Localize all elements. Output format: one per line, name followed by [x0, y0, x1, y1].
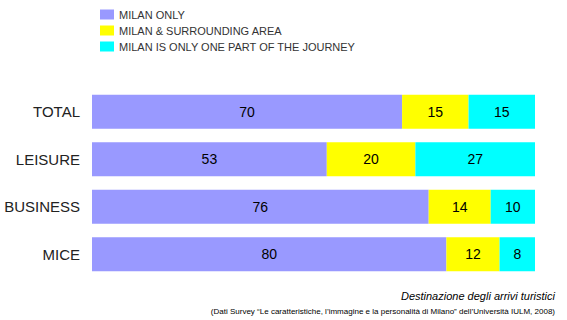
svg-text:80: 80	[261, 246, 277, 262]
svg-text:8: 8	[513, 246, 521, 262]
svg-text:MILAN ONLY: MILAN ONLY	[119, 9, 185, 21]
svg-text:TOTAL: TOTAL	[33, 103, 80, 120]
svg-text:LEISURE: LEISURE	[16, 151, 80, 168]
svg-text:27: 27	[467, 151, 483, 167]
svg-text:MILAN IS ONLY ONE PART OF THE: MILAN IS ONLY ONE PART OF THE JOURNEY	[119, 41, 356, 53]
svg-text:MICE: MICE	[43, 246, 81, 263]
svg-text:MILAN & SURROUNDING AREA: MILAN & SURROUNDING AREA	[119, 25, 282, 37]
svg-text:(Dati Survey “Le caratteristic: (Dati Survey “Le caratteristiche, l’imma…	[211, 307, 555, 316]
svg-text:Destinazione degli arrivi turi: Destinazione degli arrivi turistici	[401, 290, 556, 302]
svg-text:BUSINESS: BUSINESS	[4, 198, 80, 215]
svg-text:53: 53	[202, 151, 218, 167]
svg-text:15: 15	[494, 104, 510, 120]
svg-text:76: 76	[253, 199, 269, 215]
svg-text:12: 12	[465, 246, 481, 262]
svg-text:15: 15	[428, 104, 444, 120]
svg-text:70: 70	[239, 104, 255, 120]
svg-text:14: 14	[452, 199, 468, 215]
svg-text:20: 20	[363, 151, 379, 167]
svg-text:10: 10	[505, 199, 521, 215]
